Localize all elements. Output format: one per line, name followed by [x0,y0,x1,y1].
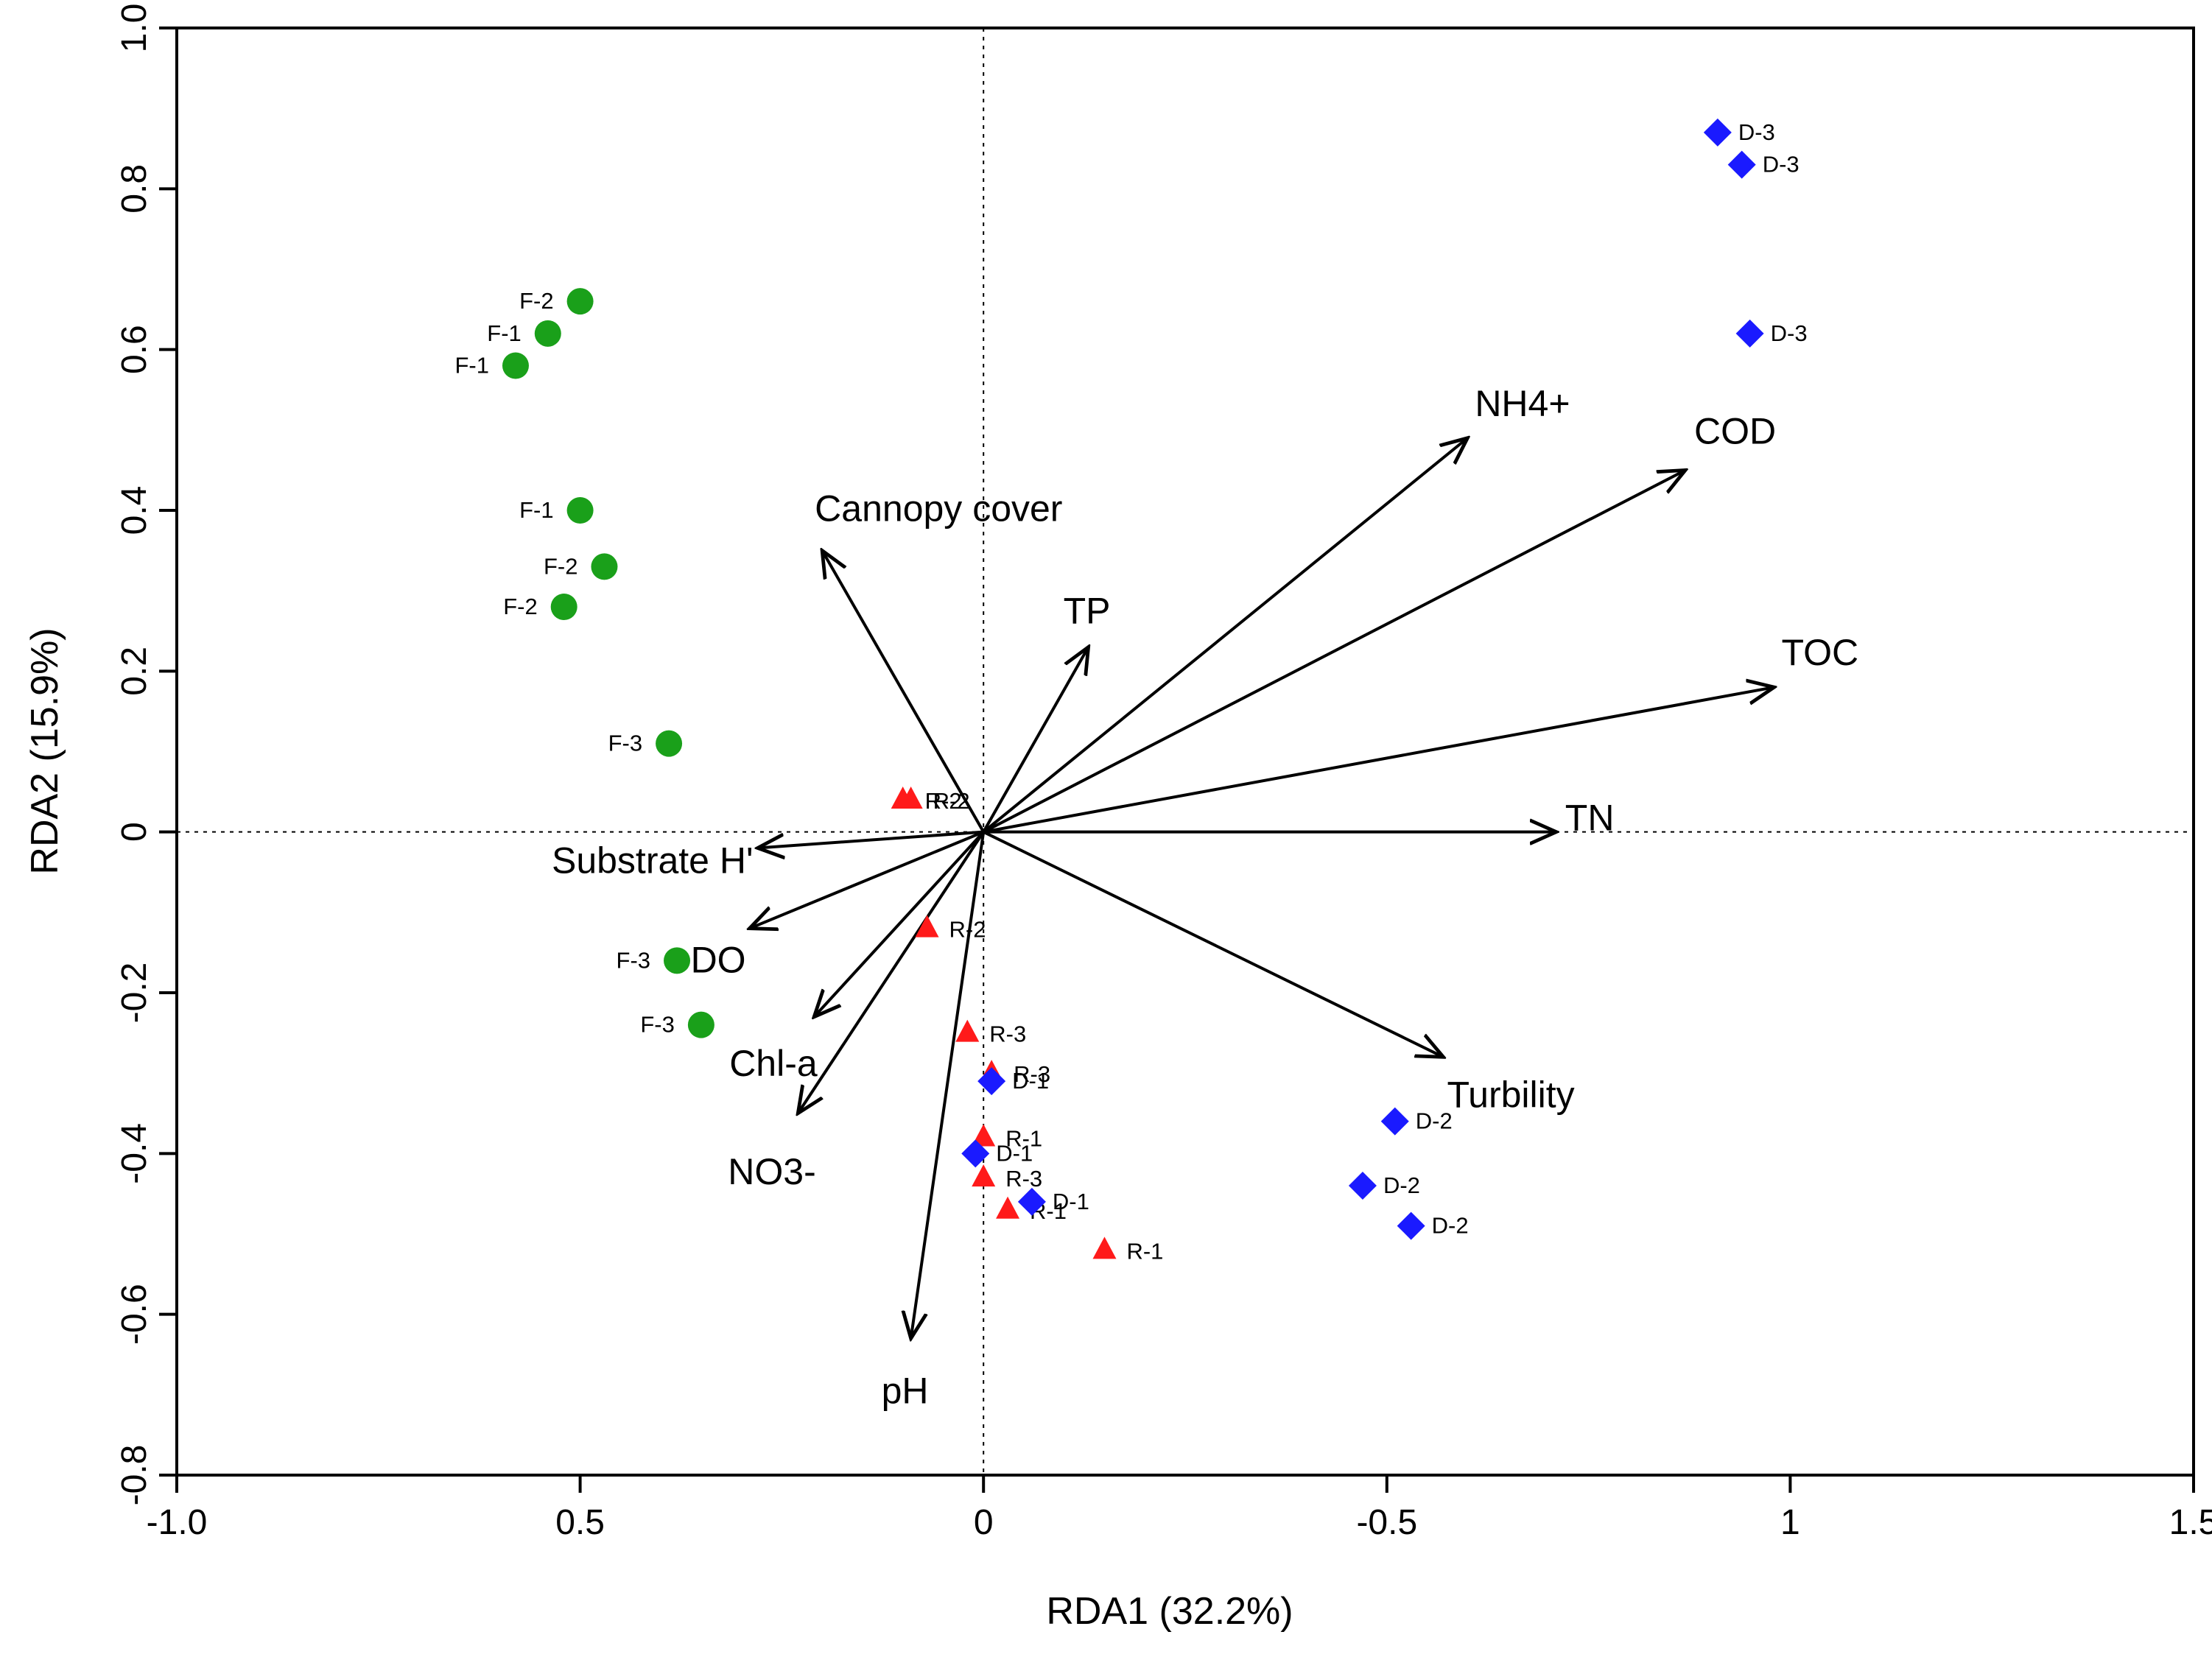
environmental-vectors: NH4+ COD TOC TN TP Cannopy cover Substrate H' D… [552,383,1858,1412]
x-tick-label: -0.5 [1356,1503,1417,1542]
point-marker [1397,1211,1425,1240]
point-marker [1703,118,1732,147]
point-marker [961,1139,990,1168]
point-marker [915,915,939,937]
point-label: R-3 [1014,1061,1050,1087]
point-label: D-3 [1763,152,1800,177]
vector-label: TN [1565,798,1615,839]
point-label: D-2 [1383,1172,1420,1198]
y-tick-label: -0.4 [115,1123,154,1184]
point-label: F-2 [544,553,578,579]
point-label: R-3 [989,1021,1026,1047]
vector-label: COD [1694,410,1776,451]
point-marker [566,497,594,524]
point-marker [977,1067,1006,1096]
point-marker [550,594,577,620]
vector-label: TOC [1781,632,1858,673]
point-marker [502,352,529,379]
point-marker [534,320,561,347]
point-label: D-1 [996,1140,1033,1166]
point-label: F-3 [617,947,651,973]
point-label: F-1 [454,353,489,379]
sample-points: F-2F-1F-1F-1F-2F-2F-3F-3F-3R-2R-2R-2R-3R… [454,118,1808,1264]
point-label: D-3 [1771,320,1808,346]
point-marker [1017,1187,1046,1216]
y-tick-label: 0.4 [115,486,154,535]
vector-label: Chl-a [729,1043,818,1084]
point-marker [899,787,923,809]
x-tick-label: -1.0 [147,1503,208,1542]
point-label: R-2 [925,788,962,814]
vector-arrow [983,830,1443,1058]
vector-label: Cannopy cover [815,488,1062,530]
point-marker [1735,319,1764,348]
point-marker [996,1196,1020,1219]
vector-label: pH [882,1370,929,1411]
vector-label: Substrate H' [552,840,754,882]
vector-arrow [982,647,1088,833]
point-marker [972,1164,996,1187]
vector-label: DO [691,940,746,981]
y-tick-label: -0.8 [115,1445,154,1506]
point-label: F-3 [640,1012,675,1038]
vector-arrow [822,551,985,833]
reference-lines [177,28,2194,1475]
point-label: R-3 [1005,1166,1042,1192]
vector-arrow [983,470,1685,834]
x-tick-label: 1.5 [2169,1503,2212,1542]
vector-arrow [798,831,985,1114]
x-tick-label: 0 [974,1503,994,1542]
point-marker [955,1019,980,1042]
vector-label: NO3- [728,1151,815,1192]
point-label: D-3 [1738,119,1775,145]
point-label: F-2 [503,594,538,619]
y-tick-label: 0.6 [115,325,154,374]
point-marker [664,947,691,974]
x-axis-title: RDA1 (32.2%) [1046,1590,1293,1633]
vector-label: Turbility [1447,1074,1574,1115]
y-tick-label: 1.0 [115,4,154,53]
point-marker [566,288,594,315]
vector-label: TP [1064,591,1111,632]
point-marker [972,1124,996,1147]
point-marker [591,553,618,580]
y-axis: 1.0 0.8 0.6 0.4 0.2 0 -0.2 -0.4 -0.6 -0.8 [115,4,177,1506]
point-label: D-2 [1432,1213,1469,1239]
point-label: D-1 [1012,1068,1049,1094]
point-label: R-1 [1126,1238,1163,1264]
point-label: D-2 [1416,1108,1453,1134]
point-marker [1727,150,1756,179]
point-marker [656,730,683,757]
x-axis: -1.0 0.5 0 -0.5 1 1.5 [147,1475,2212,1542]
point-marker [1348,1172,1377,1200]
point-label: F-1 [519,497,554,523]
point-label: F-3 [608,731,643,756]
vector-arrow [982,438,1467,834]
point-label: F-2 [519,288,554,314]
y-axis-title: RDA2 (15.9%) [24,627,66,874]
y-tick-label: 0.2 [115,647,154,696]
y-tick-label: -0.6 [115,1284,154,1345]
x-tick-label: 1 [1780,1503,1800,1542]
point-label: R-2 [949,917,986,943]
point-marker [1092,1236,1117,1259]
vector-arrow [758,830,984,848]
vector-arrow [814,831,985,1017]
y-tick-label: 0.8 [115,164,154,214]
vector-arrow [911,831,986,1339]
point-marker [1380,1107,1409,1136]
x-tick-label: 0.5 [555,1503,605,1542]
point-marker [687,1011,714,1038]
point-label: R-1 [1005,1126,1042,1152]
vector-label: NH4+ [1475,383,1570,424]
point-label: D-1 [1053,1189,1089,1214]
point-label: F-1 [487,320,522,346]
plot-frame [175,27,2195,1477]
y-tick-label: 0 [115,822,154,842]
y-tick-label: -0.2 [115,963,154,1024]
vector-arrow [750,830,984,929]
point-label: R-2 [933,788,970,814]
vector-arrow [983,687,1774,834]
